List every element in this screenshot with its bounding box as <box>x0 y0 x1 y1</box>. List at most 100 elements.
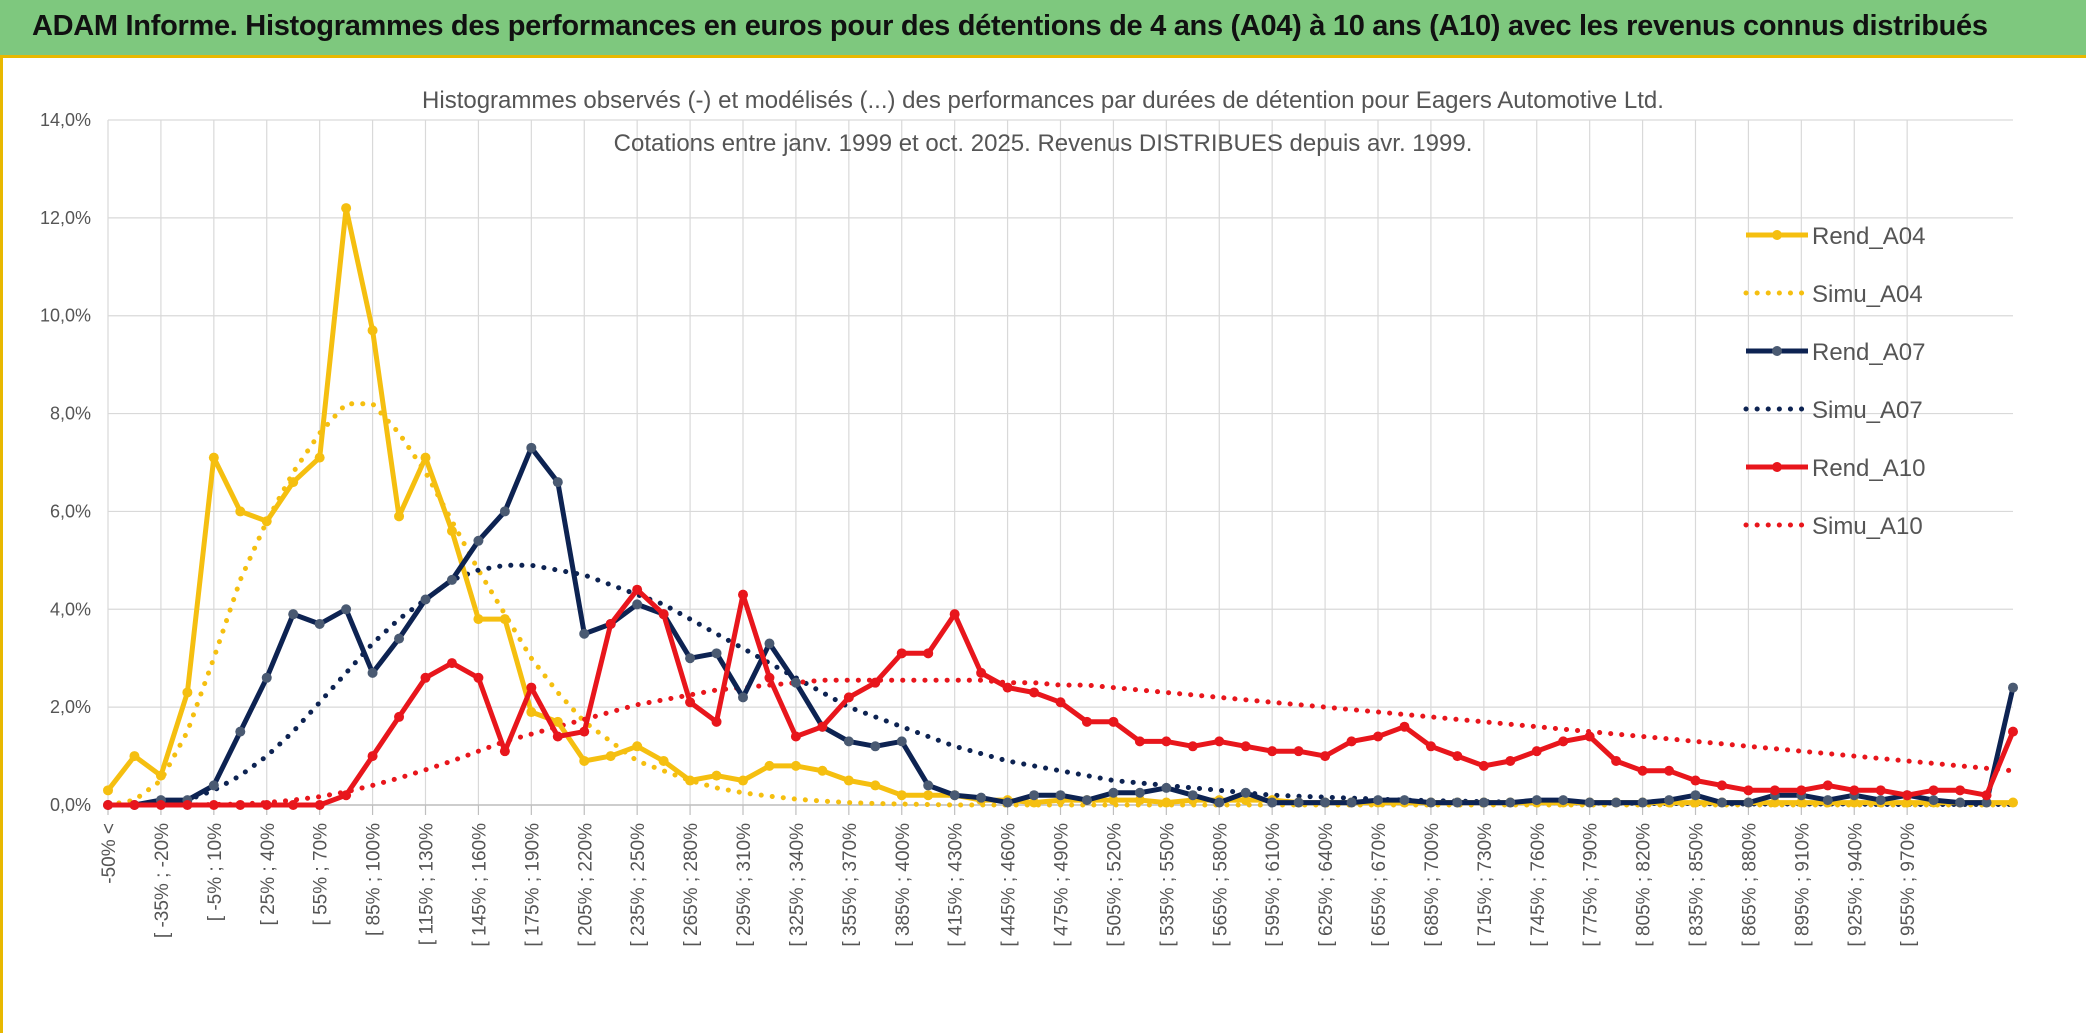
data-point-rend-a10 <box>1452 751 1463 762</box>
data-point-rend-a10 <box>632 584 643 595</box>
data-point-rend-a10 <box>817 721 828 732</box>
data-point-rend-a04 <box>1161 797 1172 808</box>
x-tick-label: [ 175% ; 190% <box>522 823 543 947</box>
data-point-rend-a10 <box>420 672 431 683</box>
x-tick-label: [ 145% ; 160% <box>469 823 490 947</box>
data-point-rend-a10 <box>1690 775 1701 786</box>
data-point-rend-a10 <box>526 682 537 693</box>
data-point-rend-a07 <box>790 677 801 688</box>
data-point-rend-a10 <box>367 751 378 762</box>
data-point-rend-a07 <box>1822 795 1833 806</box>
x-tick-label: [ 415% ; 430% <box>946 823 967 947</box>
data-point-rend-a07 <box>1505 797 1516 808</box>
y-tick-label: 8,0% <box>50 404 91 424</box>
data-point-rend-a07 <box>1664 795 1675 806</box>
data-point-rend-a07 <box>1187 790 1198 801</box>
data-point-rend-a10 <box>1425 741 1436 752</box>
data-point-rend-a10 <box>394 711 405 722</box>
data-point-rend-a07 <box>1002 797 1013 808</box>
data-point-rend-a10 <box>1637 765 1648 776</box>
x-tick-label: [ 895% ; 910% <box>1792 823 1813 947</box>
data-point-rend-a07 <box>473 535 484 546</box>
data-point-rend-a04 <box>288 477 299 488</box>
data-point-rend-a07 <box>1743 797 1754 808</box>
x-tick-label: [ 235% ; 250% <box>628 823 649 947</box>
data-point-rend-a10 <box>1849 785 1860 796</box>
data-point-rend-a07 <box>2008 682 2018 693</box>
data-point-rend-a10 <box>182 800 193 810</box>
data-point-rend-a07 <box>1452 797 1463 808</box>
data-point-rend-a07 <box>1478 797 1489 808</box>
data-point-rend-a10 <box>1134 736 1145 747</box>
data-point-rend-a10 <box>976 667 987 678</box>
data-point-rend-a10 <box>1267 746 1278 757</box>
data-point-rend-a10 <box>314 800 325 810</box>
data-point-rend-a10 <box>923 648 934 659</box>
data-point-rend-a04 <box>1796 797 1807 808</box>
data-point-rend-a04 <box>367 325 378 336</box>
data-point-rend-a07 <box>1320 797 1331 808</box>
data-point-rend-a07 <box>923 780 934 791</box>
data-point-rend-a04 <box>473 614 484 625</box>
x-tick-label: -50% < <box>99 823 120 884</box>
legend-label-simu-a10: Simu_A10 <box>1812 513 1923 540</box>
x-tick-label: [ 475% ; 490% <box>1052 823 1073 947</box>
x-tick-label: [ 775% ; 790% <box>1581 823 1602 947</box>
x-tick-label: [ 505% ; 520% <box>1104 823 1125 947</box>
data-point-rend-a04 <box>182 687 193 698</box>
data-point-rend-a04 <box>817 765 828 776</box>
x-tick-label: [ 385% ; 400% <box>893 823 914 947</box>
x-tick-label: [ 115% ; 130% <box>417 823 438 945</box>
data-point-rend-a04 <box>632 741 643 752</box>
data-point-rend-a10 <box>499 746 510 757</box>
x-tick-label: [ 835% ; 850% <box>1687 823 1708 947</box>
data-point-rend-a10 <box>1716 780 1727 791</box>
x-tick-label: [ 745% ; 760% <box>1528 823 1549 947</box>
data-point-rend-a04 <box>552 716 563 727</box>
data-point-rend-a10 <box>261 800 272 810</box>
report-title: ADAM Informe. Histogrammes des performan… <box>32 10 1988 42</box>
data-point-rend-a04 <box>155 770 166 781</box>
data-point-rend-a07 <box>1611 797 1622 808</box>
data-point-rend-a10 <box>1399 721 1410 732</box>
y-axis: 0,0% 2,0% 4,0% 6,0% 8,0% 10,0% 12,0% 14,0% <box>40 110 91 815</box>
data-point-rend-a10 <box>552 731 563 742</box>
data-point-rend-a10 <box>1214 736 1225 747</box>
x-tick-label: [ 655% ; 670% <box>1369 823 1390 947</box>
data-point-rend-a10 <box>843 692 854 703</box>
data-point-rend-a10 <box>1055 697 1066 708</box>
data-point-rend-a07 <box>870 741 881 752</box>
x-tick-label: [ 535% ; 550% <box>1157 823 1178 947</box>
x-tick-label: [ 25% ; 40% <box>258 823 279 926</box>
data-point-rend-a07 <box>1293 797 1304 808</box>
data-point-rend-a04 <box>103 785 113 796</box>
data-point-rend-a04 <box>579 755 590 766</box>
data-series <box>103 203 2018 810</box>
x-tick-label: [ -35% ; -20% <box>152 823 173 938</box>
data-point-rend-a04 <box>738 775 748 786</box>
legend-label-rend-a04: Rend_A04 <box>1812 223 1925 250</box>
data-point-rend-a04 <box>658 755 669 766</box>
data-point-rend-a04 <box>394 511 405 522</box>
data-point-rend-a04 <box>314 452 325 463</box>
data-point-rend-a07 <box>208 780 219 791</box>
data-point-rend-a10 <box>1584 731 1595 742</box>
data-point-rend-a10 <box>1558 736 1569 747</box>
x-tick-label: [ 445% ; 460% <box>999 823 1020 947</box>
data-point-rend-a04 <box>446 526 457 536</box>
data-point-rend-a07 <box>1584 797 1595 808</box>
x-tick-label: [ 265% ; 280% <box>681 823 702 947</box>
data-point-rend-a07 <box>235 726 246 737</box>
x-tick-label: [ 55% ; 70% <box>311 823 332 926</box>
data-point-rend-a07 <box>711 648 722 659</box>
data-point-rend-a10 <box>1161 736 1172 747</box>
data-point-rend-a10 <box>1796 785 1807 796</box>
data-point-rend-a10 <box>1293 746 1304 757</box>
data-point-rend-a04 <box>1690 797 1701 808</box>
data-point-rend-a10 <box>1081 716 1092 727</box>
legend-marker-rend-a04 <box>1772 230 1782 240</box>
data-point-rend-a07 <box>1928 795 1939 806</box>
data-point-rend-a07 <box>314 618 325 629</box>
data-point-rend-a07 <box>1081 795 1092 806</box>
legend-label-simu-a07: Simu_A07 <box>1812 397 1923 424</box>
